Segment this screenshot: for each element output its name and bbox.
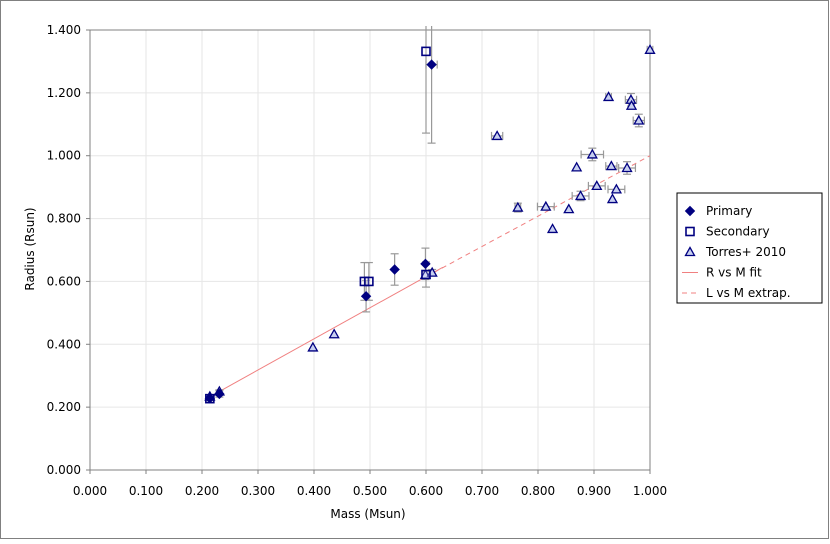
torres-point <box>621 162 633 173</box>
y-axis-label: Radius (Rsun) <box>23 207 37 290</box>
primary-point <box>360 290 372 302</box>
grid-lines <box>90 30 650 470</box>
torres-point <box>606 193 619 204</box>
data-markers <box>204 43 656 404</box>
y-tick-label: 1.000 <box>47 149 81 163</box>
y-tick-label: 0.000 <box>47 463 81 477</box>
legend-marker-triangle <box>684 246 696 257</box>
legend-label: L vs M extrap. <box>706 286 791 300</box>
torres-point <box>546 223 559 234</box>
primary-point <box>214 388 225 400</box>
torres-point <box>574 190 587 201</box>
legend-marker-square <box>685 226 695 237</box>
primary-point <box>420 258 431 270</box>
legend-marker-diamond <box>684 205 696 217</box>
x-tick-label: 0.900 <box>577 484 611 498</box>
y-tick-label: 0.400 <box>47 337 81 351</box>
torres-point <box>644 43 656 54</box>
torres-point <box>328 328 340 339</box>
torres-point <box>633 114 645 125</box>
torres-point <box>591 180 603 191</box>
torres-point <box>491 130 503 141</box>
y-tick-label: 0.200 <box>47 400 81 414</box>
x-tick-label: 0.400 <box>297 484 331 498</box>
torres-point <box>540 200 552 211</box>
torres-point <box>602 91 615 102</box>
y-tick-label: 0.600 <box>47 274 81 288</box>
torres-point <box>605 160 617 171</box>
y-tick-label: 1.400 <box>47 23 81 37</box>
y-tick-label: 1.200 <box>47 86 81 100</box>
x-tick-label: 0.100 <box>129 484 163 498</box>
torres-point <box>571 161 583 172</box>
x-tick-label: 0.200 <box>185 484 219 498</box>
x-tick-label: 0.700 <box>465 484 499 498</box>
torres-point <box>625 99 638 110</box>
x-tick-label: 0.300 <box>241 484 275 498</box>
legend-label: Torres+ 2010 <box>705 245 786 259</box>
legend-label: Secondary <box>706 225 770 239</box>
axes: 0.000 0.100 0.200 0.300 0.400 0.500 0.600 0.700… <box>47 23 668 498</box>
secondary-point <box>421 46 431 57</box>
x-tick-label: 0.800 <box>521 484 555 498</box>
primary-point <box>426 59 437 70</box>
legend-label: R vs M fit <box>706 266 762 280</box>
r-vs-m-fit-line <box>209 266 444 398</box>
x-tick-label: 0.600 <box>409 484 443 498</box>
primary-point <box>204 393 216 404</box>
y-tick-label: 0.800 <box>47 212 81 226</box>
secondary-point <box>421 269 431 280</box>
x-tick-label: 1.000 <box>633 484 667 498</box>
primary-point <box>389 264 400 275</box>
torres-point <box>307 341 319 352</box>
torres-point <box>512 201 524 212</box>
torres-point <box>610 183 623 194</box>
legend-label: Primary <box>706 204 752 218</box>
x-axis-label: Mass (Msun) <box>330 507 405 521</box>
fit-lines <box>209 155 651 398</box>
secondary-point <box>364 276 374 287</box>
legend-box <box>676 192 823 304</box>
x-tick-label: 0.000 <box>73 484 107 498</box>
x-tick-label: 0.500 <box>353 484 387 498</box>
torres-point <box>586 148 598 159</box>
legend: Primary Secondary Torres+ 2010 R vs M fit L … <box>676 192 823 304</box>
torres-point <box>563 203 575 214</box>
l-vs-m-extrap-line <box>425 155 651 278</box>
